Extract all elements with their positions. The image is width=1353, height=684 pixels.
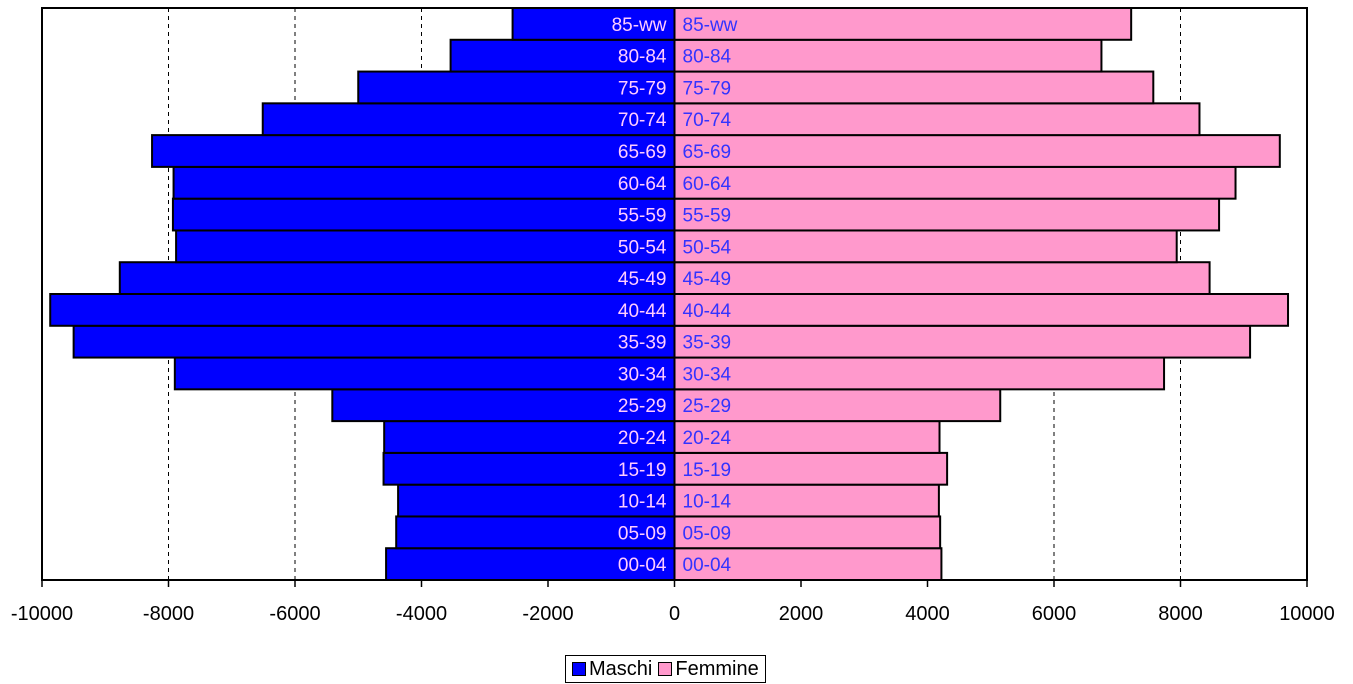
legend: Maschi Femmine <box>565 655 766 683</box>
bar-maschi <box>118 261 676 296</box>
x-tick-label: 6000 <box>1032 603 1077 625</box>
x-tick-label: 0 <box>669 603 680 625</box>
bar-femmine <box>673 197 1221 232</box>
bar-label-maschi: 25-29 <box>618 396 667 417</box>
bar-maschi <box>49 293 676 327</box>
bar-maschi <box>175 229 676 264</box>
bar-femmine <box>673 134 1281 168</box>
bar-maschi <box>72 324 676 359</box>
bar-label-maschi: 70-74 <box>618 110 667 131</box>
bar-femmine <box>673 229 1178 264</box>
bar-label-femmine: 20-24 <box>683 428 732 449</box>
x-tick-label: -4000 <box>396 603 447 625</box>
bar-label-femmine: 10-14 <box>683 492 732 513</box>
x-tick-label: -6000 <box>269 603 320 625</box>
bar-label-femmine: 15-19 <box>683 460 732 481</box>
bar-label-femmine: 85-ww <box>683 15 738 36</box>
bar-label-maschi: 50-54 <box>618 237 667 258</box>
x-tick-label: -10000 <box>11 603 73 625</box>
legend-swatch-femmine <box>658 662 673 676</box>
x-tick-label: 2000 <box>779 603 824 625</box>
bar-label-femmine: 35-39 <box>683 333 732 354</box>
legend-label-femmine: Femmine <box>675 657 759 680</box>
bar-femmine <box>673 261 1211 296</box>
bar-label-femmine: 05-09 <box>683 523 732 544</box>
bar-maschi <box>261 102 676 137</box>
x-tick-label: 10000 <box>1279 603 1335 625</box>
bar-label-maschi: 65-69 <box>618 142 667 163</box>
bar-maschi <box>383 420 676 454</box>
bar-label-femmine: 80-84 <box>683 47 732 68</box>
bar-label-maschi: 40-44 <box>618 301 667 322</box>
bar-label-maschi: 45-49 <box>618 269 667 290</box>
bar-label-maschi: 00-04 <box>618 555 667 576</box>
bar-label-femmine: 55-59 <box>683 206 732 227</box>
bar-femmine <box>673 515 942 550</box>
legend-label-maschi: Maschi <box>589 657 653 680</box>
bar-label-maschi: 80-84 <box>618 47 667 68</box>
x-tick-label: -8000 <box>143 603 194 625</box>
bar-label-maschi: 75-79 <box>618 78 667 99</box>
bar-femmine <box>673 165 1237 200</box>
legend-swatch-maschi <box>572 662 586 676</box>
bar-maschi <box>382 451 676 486</box>
bar-femmine <box>673 483 940 518</box>
bar-femmine <box>673 70 1155 105</box>
bar-label-femmine: 40-44 <box>683 301 732 322</box>
bar-maschi <box>173 356 676 391</box>
x-tick-label: 4000 <box>905 603 950 625</box>
bar-label-maschi: 55-59 <box>618 206 667 227</box>
legend-item-femmine: Femmine <box>658 657 759 681</box>
legend-item-maschi: Maschi <box>572 658 652 681</box>
bar-femmine <box>673 451 949 486</box>
bar-label-femmine: 00-04 <box>683 555 732 576</box>
bar-label-femmine: 65-69 <box>683 142 732 163</box>
bar-label-femmine: 60-64 <box>683 174 732 195</box>
bar-label-femmine: 70-74 <box>683 110 732 131</box>
bar-label-femmine: 30-34 <box>683 364 732 385</box>
bar-femmine <box>673 356 1166 391</box>
bar-label-femmine: 25-29 <box>683 396 732 417</box>
bar-label-maschi: 85-ww <box>612 15 667 36</box>
bar-femmine <box>673 420 941 454</box>
bar-maschi <box>151 134 676 168</box>
bar-label-maschi: 30-34 <box>618 364 667 385</box>
bar-femmine <box>673 102 1201 137</box>
bar-label-maschi: 10-14 <box>618 492 667 513</box>
bar-label-maschi: 20-24 <box>618 428 667 449</box>
bar-maschi <box>172 165 676 200</box>
bar-label-femmine: 45-49 <box>683 269 732 290</box>
bar-label-femmine: 75-79 <box>683 78 732 99</box>
bar-label-femmine: 50-54 <box>683 237 732 258</box>
bar-femmine <box>673 293 1290 327</box>
bar-maschi <box>357 70 676 105</box>
bar-maschi <box>397 483 676 518</box>
x-tick-label: 8000 <box>1158 603 1203 625</box>
bar-maschi <box>171 197 676 232</box>
bar-label-maschi: 60-64 <box>618 174 667 195</box>
bar-femmine <box>673 7 1133 41</box>
bar-label-maschi: 15-19 <box>618 460 667 481</box>
bar-label-maschi: 05-09 <box>618 523 667 544</box>
bar-femmine <box>673 388 1002 423</box>
bar-label-maschi: 35-39 <box>618 333 667 354</box>
bar-femmine <box>673 38 1103 73</box>
x-tick-label: -2000 <box>522 603 573 625</box>
bar-femmine <box>673 324 1252 359</box>
bar-maschi <box>385 547 676 582</box>
